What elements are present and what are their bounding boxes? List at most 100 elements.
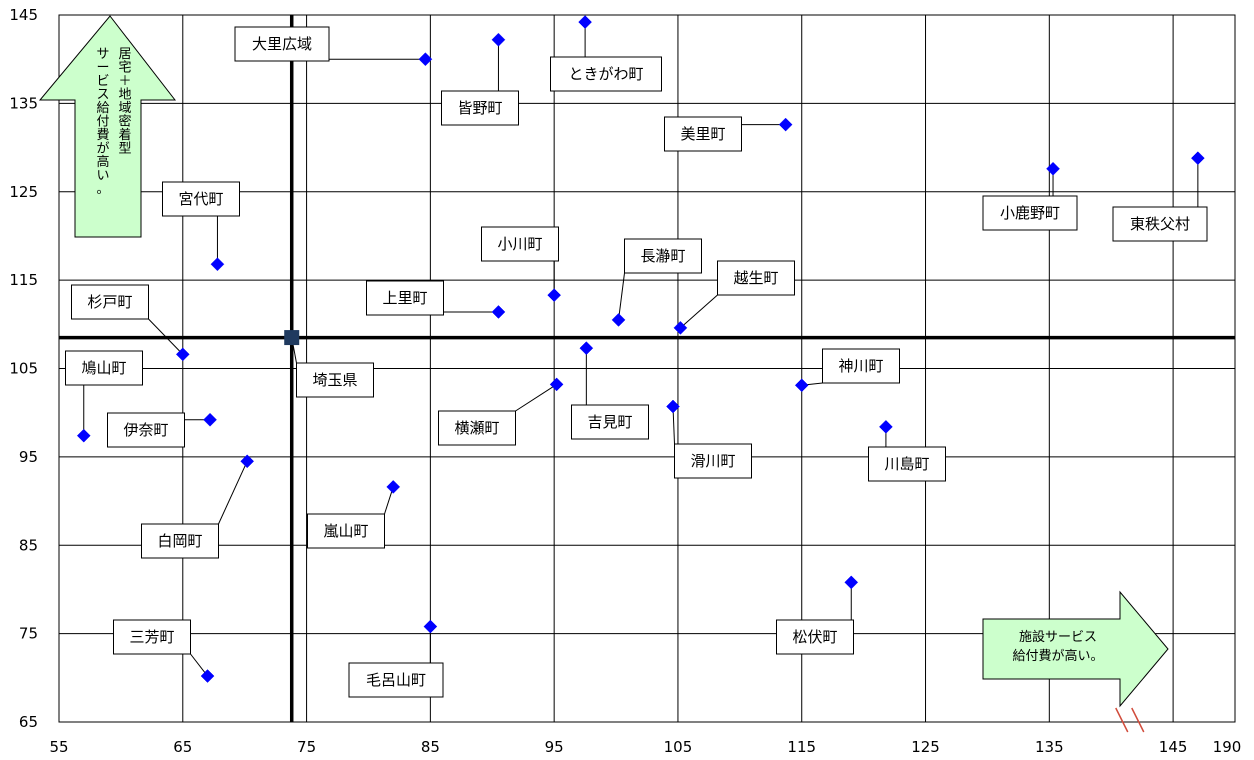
data-point [175,347,190,362]
data-label-box [141,523,219,559]
y-tick-label: 145 [9,6,38,24]
data-label: 鳩山町 [81,359,126,377]
x-tick-label: 65 [173,738,192,756]
data-label-box [717,260,795,296]
data-label-box [441,90,519,126]
up-arrow-char: 。 [96,182,109,197]
data-point [240,454,255,469]
data-label: 宮代町 [178,190,223,208]
data-point [203,412,217,427]
data-label: 皆野町 [457,99,502,117]
data-label-box [822,348,900,384]
data-label: 白岡町 [157,532,202,550]
data-point [673,320,688,335]
x-tick-label: 75 [297,738,316,756]
data-label: 横瀬町 [454,419,499,437]
data-label: ときがわ町 [568,65,643,83]
y-tick-label: 95 [19,448,38,466]
up-arrow-char: が [96,142,109,157]
data-label-box [550,56,662,92]
data-label: 伊奈町 [123,421,168,439]
data-label-box [571,404,649,440]
right-arrow-annotation [982,590,1169,708]
data-point [611,313,626,327]
data-label-box [234,26,330,62]
data-label-box [348,662,444,698]
data-label: 毛呂山町 [366,671,426,689]
data-point [1046,161,1060,176]
up-arrow-char: 宅 [118,61,131,76]
data-point [794,378,809,393]
data-point [879,419,893,434]
data-label: 東秩父村 [1130,215,1190,233]
y-tick-label: 115 [9,271,38,289]
data-point [549,377,564,392]
up-arrow-char: ス [96,88,109,103]
up-arrow-char: 給 [96,101,109,116]
data-point [200,669,215,683]
y-tick-label: 105 [9,360,38,378]
data-label: 滑川町 [690,452,735,470]
up-arrow-char: サ [96,47,109,62]
leader-line [618,272,625,320]
data-label-box [366,280,444,316]
data-point [76,428,91,443]
data-label: 埼玉県 [312,371,357,389]
data-label: 嵐山町 [323,522,368,540]
up-arrow-char: 居 [118,47,131,62]
leader-line [148,318,184,355]
data-label-box [438,410,516,446]
data-label-box [624,238,702,274]
data-point [844,575,859,590]
leader-line [218,461,248,525]
right-arrow-text: 施設サービス [1019,629,1097,645]
x-tick-label: 105 [664,738,693,756]
data-label: 小川町 [497,235,542,253]
axis-break-mark [1131,707,1145,733]
data-label: 大里広域 [252,35,312,53]
data-label-box [868,446,946,482]
up-arrow-char: 地 [118,88,131,103]
up-arrow-char: 高 [96,154,109,170]
data-point [778,117,793,132]
x-tick-label: 125 [911,738,940,756]
data-point [386,480,401,494]
data-point [579,341,594,356]
x-tick-label: 135 [1035,738,1064,756]
up-arrow-char: 着 [118,127,131,143]
data-label-box [107,412,185,448]
data-label-box [982,195,1078,231]
x-tick-label: 145 [1159,738,1188,756]
x-tick-label: 55 [49,738,68,756]
data-label-box [65,350,143,386]
data-point [666,399,680,414]
up-arrow-char: い [96,169,109,184]
y-tick-label: 75 [19,625,38,643]
data-label-box [1112,206,1208,242]
data-label: 美里町 [680,125,725,143]
reference-point-marker [284,330,300,346]
data-point [418,52,433,67]
data-label: 吉見町 [587,413,632,431]
up-arrow-char: ビ [96,74,109,89]
data-point [491,32,506,47]
data-label-box [674,443,752,479]
x-tick-label: 95 [545,738,564,756]
data-label-box [296,362,374,398]
data-label: 川島町 [884,455,929,473]
right-arrow-text: 給付費が高い。 [1012,648,1103,664]
data-label: 杉戸町 [87,293,132,311]
data-label: 神川町 [838,357,883,375]
up-arrow-char: ＋ [118,74,131,89]
up-arrow-char: 域 [118,101,131,116]
data-label-box [664,116,742,152]
x-tick-label: 85 [421,738,440,756]
data-label: 松伏町 [792,628,837,646]
leader-line [515,383,557,412]
data-label-box [71,284,149,320]
up-arrow-annotation [38,15,177,238]
up-arrow-char: 密 [118,114,131,130]
y-tick-label: 135 [9,94,38,112]
up-arrow-char: 費 [96,128,109,143]
